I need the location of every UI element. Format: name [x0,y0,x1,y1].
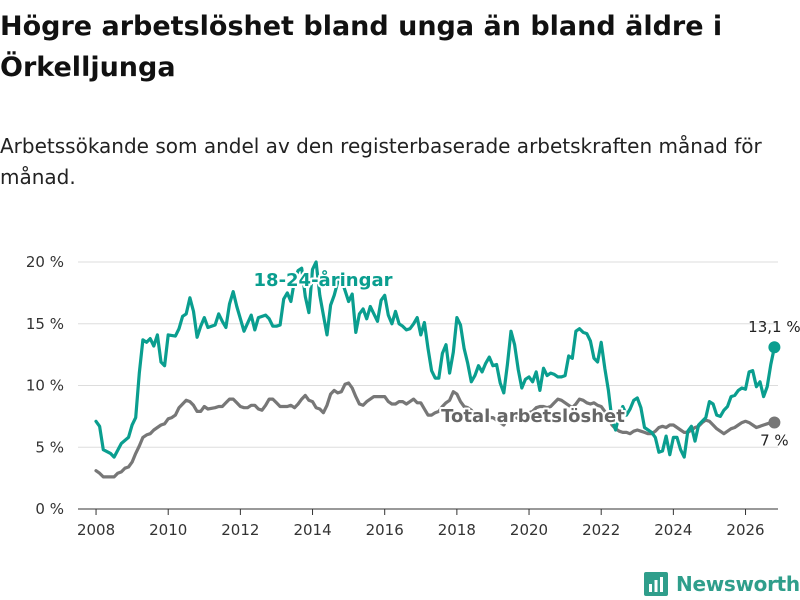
y-tick-label: 5 % [35,438,64,456]
labels: 18-24-åringar Total arbetslöshet 13,1 % 7 % [252,267,800,450]
total-series-label: Total arbetslöshet [441,406,625,427]
chart-subtitle: Arbetssökande som andel av den registerb… [0,134,762,189]
brand-name: Newsworthy [676,572,800,596]
total-series-line [94,381,776,479]
x-tick-label: 2014 [293,521,331,539]
series [94,260,781,479]
x-tick-label: 2016 [366,521,404,539]
x-tick-label: 2008 [77,521,115,539]
axes: 0 % 5 % 10 % 15 % 20 % 2008 2010 2012 2014 2016 20… [26,253,778,539]
x-tick-label: 2018 [438,521,476,539]
x-tick-label: 2024 [654,521,692,539]
bar-chart-logo-icon [644,572,668,596]
gridlines [78,261,778,448]
chart-title: Högre arbetslöshet bland unga än bland ä… [0,11,723,83]
y-tick-label: 0 % [35,500,64,518]
youth-end-point [768,341,781,354]
x-tick-label: 2022 [582,521,620,539]
youth-series-label: 18-24-åringar [254,269,393,291]
x-tick-label: 2020 [510,521,548,539]
y-tick-label: 10 % [26,377,64,395]
youth-end-label: 13,1 % [748,318,800,336]
total-end-label: 7 % [760,432,789,450]
total-end-point [768,416,781,429]
youth-series-line [94,260,776,459]
x-tick-label: 2010 [149,521,187,539]
y-tick-label: 15 % [26,315,64,333]
y-tick-label: 20 % [26,253,64,271]
x-tick-label: 2026 [726,521,764,539]
x-tick-label: 2012 [221,521,259,539]
newsworthy-logo: Newsworthy [644,570,800,598]
